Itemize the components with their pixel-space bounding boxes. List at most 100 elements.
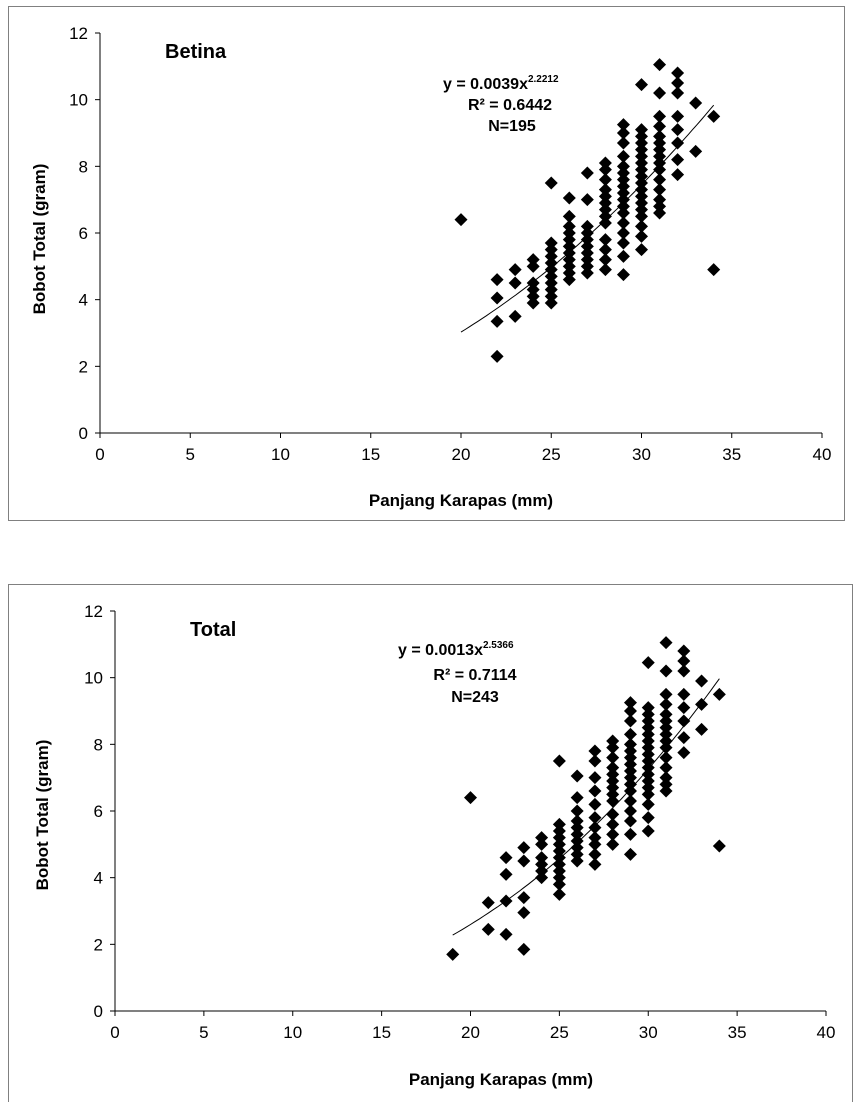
y-tick-label: 4 [79, 291, 88, 310]
data-point [659, 687, 673, 701]
y-tick-label: 0 [94, 1002, 103, 1021]
data-points [446, 636, 726, 961]
data-point [580, 266, 594, 280]
data-point [623, 727, 637, 741]
data-point [598, 263, 612, 277]
data-point [517, 891, 531, 905]
data-point [641, 721, 655, 735]
x-tick-label: 20 [452, 445, 471, 464]
data-point [598, 233, 612, 247]
data-point [544, 249, 558, 263]
data-point [544, 256, 558, 270]
data-point [653, 183, 667, 197]
y-tick-label: 6 [94, 802, 103, 821]
data-point [707, 263, 721, 277]
y-tick-label: 10 [69, 91, 88, 110]
data-point [535, 851, 549, 865]
data-point [570, 841, 584, 855]
data-point [641, 741, 655, 755]
data-point [653, 119, 667, 133]
x-tick-label: 30 [639, 1023, 658, 1042]
data-point [635, 78, 648, 92]
data-point [653, 136, 667, 150]
data-point [606, 781, 620, 795]
data-point [544, 296, 558, 310]
data-point [671, 136, 685, 150]
data-point [552, 824, 566, 838]
panel-title: Betina [165, 41, 227, 63]
data-point [659, 761, 673, 775]
data-point [580, 219, 594, 233]
data-point [616, 249, 630, 263]
data-point [659, 664, 673, 678]
data-point [580, 226, 594, 240]
data-point [508, 276, 522, 290]
data-point [616, 206, 630, 220]
data-point [588, 831, 602, 845]
data-point [623, 777, 637, 791]
data-point [535, 837, 549, 851]
data-point [659, 784, 673, 798]
data-point [588, 797, 602, 811]
data-point [598, 189, 612, 203]
data-point [570, 804, 584, 818]
data-point [508, 309, 522, 323]
data-point [635, 123, 648, 137]
data-point [616, 193, 630, 207]
data-point [635, 163, 648, 177]
y-tick-label: 2 [94, 935, 103, 954]
data-point [552, 887, 566, 901]
data-point [499, 867, 513, 881]
data-point [616, 199, 630, 213]
data-point [641, 656, 655, 670]
data-point [671, 123, 685, 137]
trendline-equation: y = 0.0039x2.2212 [443, 74, 559, 93]
x-tick-label: 5 [199, 1023, 208, 1042]
y-tick-label: 12 [84, 602, 103, 621]
y-tick-label: 12 [69, 24, 88, 43]
data-point [562, 209, 576, 223]
data-point [481, 896, 495, 910]
data-point [635, 143, 648, 157]
data-point [635, 229, 648, 243]
data-point [562, 273, 576, 287]
data-point [635, 176, 648, 190]
data-point [689, 144, 703, 158]
data-point [588, 857, 602, 871]
data-point [552, 817, 566, 831]
data-point [623, 757, 637, 771]
data-point [616, 166, 630, 180]
data-point [659, 777, 673, 791]
data-point [544, 263, 558, 277]
x-tick-label: 0 [110, 1023, 119, 1042]
data-point [677, 687, 691, 701]
x-axis-title: Panjang Karapas (mm) [369, 491, 553, 510]
data-point [635, 209, 648, 223]
data-point [552, 837, 566, 851]
data-point [635, 243, 648, 257]
data-point [635, 183, 648, 197]
data-point [671, 168, 685, 182]
data-point [671, 66, 685, 80]
data-point [552, 877, 566, 891]
data-point [499, 927, 513, 941]
data-point [635, 219, 648, 233]
trendline [452, 678, 720, 936]
y-tick-label: 8 [79, 157, 88, 176]
data-point [562, 226, 576, 240]
data-point [659, 636, 673, 650]
data-point [659, 714, 673, 728]
data-point [671, 76, 685, 90]
sample-size-label: N=243 [451, 689, 499, 706]
data-point [641, 754, 655, 768]
data-point [598, 243, 612, 257]
data-point [653, 156, 667, 170]
data-point [570, 791, 584, 805]
data-point [490, 314, 504, 328]
scatter-chart-betina: 0 5 10 15 20 25 30 35 40 0 2 4 6 8 10 12 Betina y = 0.0… [0, 6, 847, 522]
data-point [671, 86, 685, 100]
r-squared-label: R² = 0.6442 [468, 97, 552, 114]
data-point [653, 109, 667, 123]
data-point [671, 153, 685, 167]
data-point [526, 259, 540, 273]
